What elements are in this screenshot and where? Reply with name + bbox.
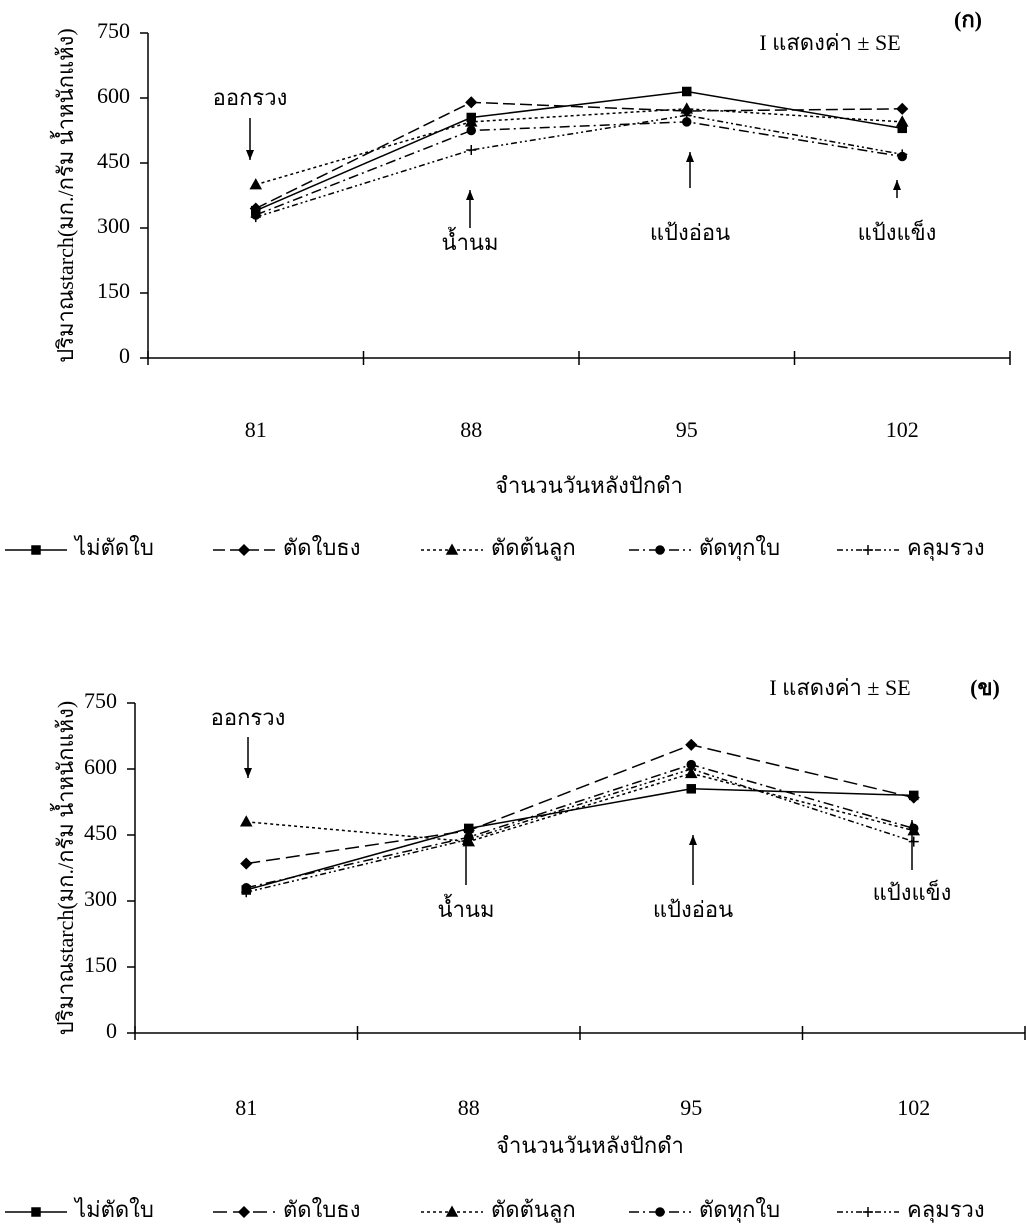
panel-label: (ก) (954, 7, 982, 32)
legend-label: คลุมรวง (907, 535, 985, 561)
se-note: I แสดงค่า ± SE (759, 30, 900, 55)
arrow-head (244, 768, 252, 778)
legend-marker (656, 1208, 664, 1216)
legend-marker (447, 545, 457, 554)
annotation: แป้งอ่อน (650, 220, 730, 245)
x-tick-label: 95 (680, 1095, 702, 1120)
legend-item: ไม่ตัดใบ (5, 535, 154, 560)
legend-marker (656, 546, 664, 554)
line (256, 102, 903, 208)
legend-label: ไม่ตัดใบ (73, 535, 154, 560)
panel-label: (ข) (970, 675, 1000, 700)
y-axis-label: ปริมาณstarch(มก./กรัม น้ำหนักแห้ง) (50, 701, 78, 1035)
marker (909, 837, 919, 847)
legend-label: ตัดต้นลูก (491, 1197, 576, 1223)
marker (897, 104, 907, 114)
legend-label: ไม่ตัดใบ (73, 1197, 154, 1222)
x-tick-label: 88 (460, 417, 482, 442)
series (242, 761, 918, 892)
y-tick-label: 750 (84, 688, 117, 713)
y-tick-label: 0 (106, 1018, 117, 1043)
legend-item: ตัดทุกใบ (629, 1197, 780, 1223)
y-tick-label: 600 (97, 83, 130, 108)
x-tick-label: 95 (676, 417, 698, 442)
x-tick-label: 81 (235, 1095, 257, 1120)
y-tick-label: 150 (84, 952, 117, 977)
marker (467, 127, 475, 135)
legend-item: ตัดใบธง (213, 535, 360, 560)
legend-label: ตัดต้นลูก (491, 535, 576, 561)
arrow-head (689, 835, 697, 845)
marker (687, 785, 695, 793)
legend-item: ตัดทุกใบ (629, 535, 780, 561)
y-tick-label: 600 (84, 754, 117, 779)
x-tick-label: 88 (458, 1095, 480, 1120)
legend-item: คลุมรวง (837, 1197, 985, 1223)
arrow-head (246, 150, 254, 160)
x-tick-label: 102 (897, 1095, 930, 1120)
legend-label: ตัดทุกใบ (699, 1197, 780, 1223)
series (241, 768, 919, 845)
series (251, 104, 908, 189)
line (256, 92, 903, 211)
y-tick-label: 300 (97, 213, 130, 238)
marker (241, 817, 251, 826)
x-axis-label: จำนวนวันหลังปักดำ (495, 473, 683, 498)
legend-marker (863, 545, 873, 555)
page: 0 150 300 450 600 750 81 88 95 102 จำนวนวันหลังปัก… (0, 0, 1027, 1232)
marker (251, 180, 261, 189)
arrow-head (893, 180, 901, 190)
annotation: น้ำนม (442, 227, 499, 255)
marker (466, 145, 476, 155)
y-tick-label: 450 (97, 148, 130, 173)
legend-marker (239, 545, 249, 555)
x-tick-label: 102 (886, 417, 919, 442)
legend-marker (447, 1207, 457, 1216)
legend-label: คลุมรวง (907, 1197, 985, 1223)
legend-label: ตัดใบธง (283, 535, 360, 560)
legend-marker (32, 546, 40, 554)
legend-label: ตัดใบธง (283, 1197, 360, 1222)
arrow-head (466, 190, 474, 200)
annotation: น้ำนม (438, 894, 495, 922)
marker (241, 859, 251, 869)
y-tick-label: 300 (84, 886, 117, 911)
y-tick-label: 750 (97, 18, 130, 43)
annotation: แป้งแข็ง (873, 878, 952, 905)
x-axis-label: จำนวนวันหลังปักดำ (496, 1133, 684, 1158)
annotation: ออกรวง (211, 705, 286, 730)
y-tick-label: 450 (84, 820, 117, 845)
series (252, 118, 907, 219)
legend-label: ตัดทุกใบ (699, 535, 780, 561)
y-axis-label: ปริมาณstarch(มก./กรัม น้ำหนักแห้ง) (50, 28, 78, 362)
line (256, 109, 903, 185)
annotation: ออกรวง (213, 85, 288, 110)
annotation: แป้งแข็ง (858, 218, 937, 245)
y-tick-label: 150 (97, 278, 130, 303)
legend-marker (863, 1207, 873, 1217)
legend-item: ตัดต้นลูก (421, 1197, 576, 1223)
series (251, 110, 908, 222)
legend-item: คลุมรวง (837, 535, 985, 561)
legend-item: ตัดใบธง (213, 1197, 360, 1222)
annotation: แป้งอ่อน (653, 897, 733, 922)
se-note: I แสดงค่า ± SE (769, 675, 910, 700)
legend-marker (32, 1208, 40, 1216)
legend-item: ไม่ตัดใบ (5, 1197, 154, 1222)
arrow-head (686, 152, 694, 162)
x-tick-label: 81 (245, 417, 267, 442)
marker (686, 740, 696, 750)
legend-item: ตัดต้นลูก (421, 535, 576, 561)
line (246, 765, 914, 888)
marker (466, 97, 476, 107)
marker (683, 88, 691, 96)
legend-marker (239, 1207, 249, 1217)
marker (897, 117, 907, 126)
line (256, 115, 903, 217)
y-tick-label: 0 (119, 343, 130, 368)
marker (910, 824, 918, 832)
line (246, 773, 914, 841)
